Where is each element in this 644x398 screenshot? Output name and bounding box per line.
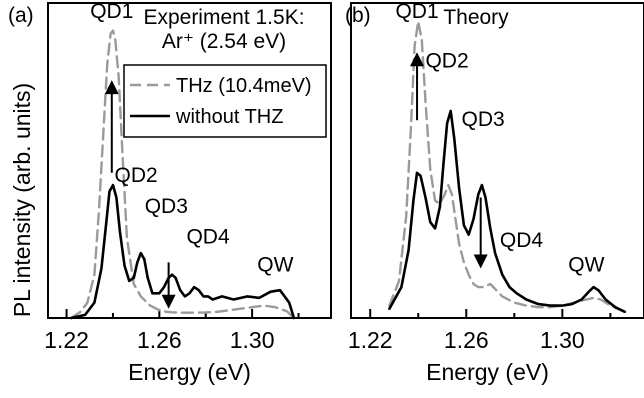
peak-label-qd2: QD2 — [115, 164, 158, 187]
y-axis-label: PL intensity (arb. units) — [9, 83, 35, 317]
peak-label-qw: QW — [568, 253, 604, 276]
legend: THz (10.4meV) without THZ — [123, 64, 327, 138]
x-tick-label: 1.22 — [44, 327, 89, 353]
series-thz-line — [70, 29, 296, 320]
peak-label-qd1: QD1 — [395, 0, 438, 23]
peak-label-qd1: QD1 — [90, 0, 133, 23]
series-without-thz-line — [69, 183, 296, 320]
panel-title-line: Theory — [443, 6, 509, 29]
x-tick-label: 1.26 — [137, 327, 182, 353]
x-axis-label: Energy (eV) — [128, 359, 251, 385]
x-tick-label: 1.30 — [540, 327, 585, 353]
x-tick-label: 1.30 — [230, 327, 275, 353]
legend-entry: without THZ — [175, 106, 283, 128]
panel-title-line: Experiment 1.5K: — [143, 6, 304, 29]
peak-label-qd3: QD3 — [461, 108, 504, 131]
arrow-up-icon — [104, 80, 119, 95]
legend-entry: THz (10.4meV) — [176, 75, 312, 97]
panel-label: (b) — [345, 4, 371, 27]
panel-label: (a) — [8, 4, 34, 27]
series-without-thz-line — [388, 109, 627, 314]
arrow-down-icon — [161, 294, 176, 309]
x-tick-label: 1.22 — [348, 327, 393, 353]
peak-label-qw: QW — [257, 253, 293, 276]
peak-label-qd4: QD4 — [186, 226, 230, 249]
peak-label-qd3: QD3 — [145, 195, 188, 218]
panel-title-line: Ar⁺ (2.54 eV) — [162, 30, 286, 53]
arrow-down-icon — [473, 254, 488, 269]
peak-label-qd2: QD2 — [425, 50, 468, 73]
panel-a: 1.22 1.26 1.30 Energy (eV) (a) Experiment 1.5… — [8, 0, 332, 385]
plot-frame — [47, 2, 332, 319]
x-axis-label: Energy (eV) — [426, 359, 549, 385]
arrow-up-icon — [410, 52, 425, 67]
plot-frame — [350, 2, 644, 319]
x-tick-label: 1.26 — [444, 327, 489, 353]
peak-label-qd4: QD4 — [500, 229, 544, 252]
legend-box — [123, 64, 327, 138]
